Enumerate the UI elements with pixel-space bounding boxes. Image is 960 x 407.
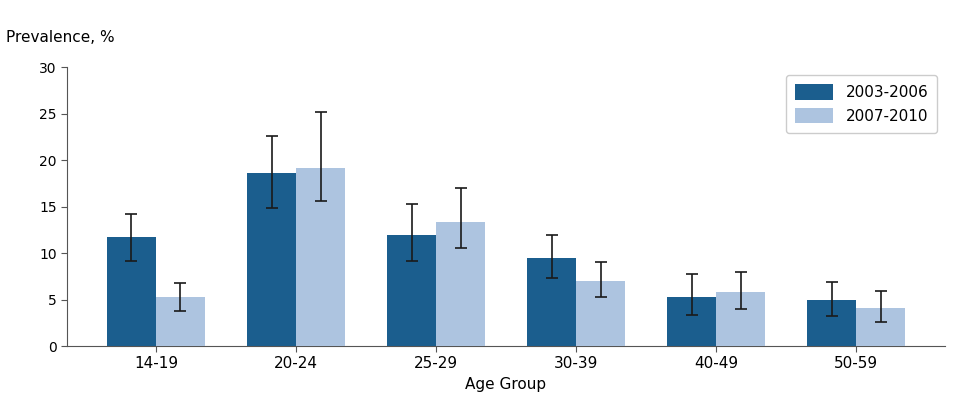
Bar (716, 292, 765, 346)
Bar (156, 297, 205, 346)
Bar (247, 173, 296, 346)
X-axis label: Age Group: Age Group (466, 377, 546, 392)
Bar (107, 237, 156, 346)
Bar (576, 281, 625, 346)
Bar (807, 300, 856, 346)
Bar (296, 168, 345, 346)
Bar (856, 308, 905, 346)
Bar (387, 236, 436, 346)
Text: Prevalence, %: Prevalence, % (6, 30, 114, 45)
Bar (527, 258, 576, 346)
Bar (436, 223, 485, 346)
Legend: 2003-2006, 2007-2010: 2003-2006, 2007-2010 (786, 75, 937, 133)
Bar (667, 297, 716, 346)
